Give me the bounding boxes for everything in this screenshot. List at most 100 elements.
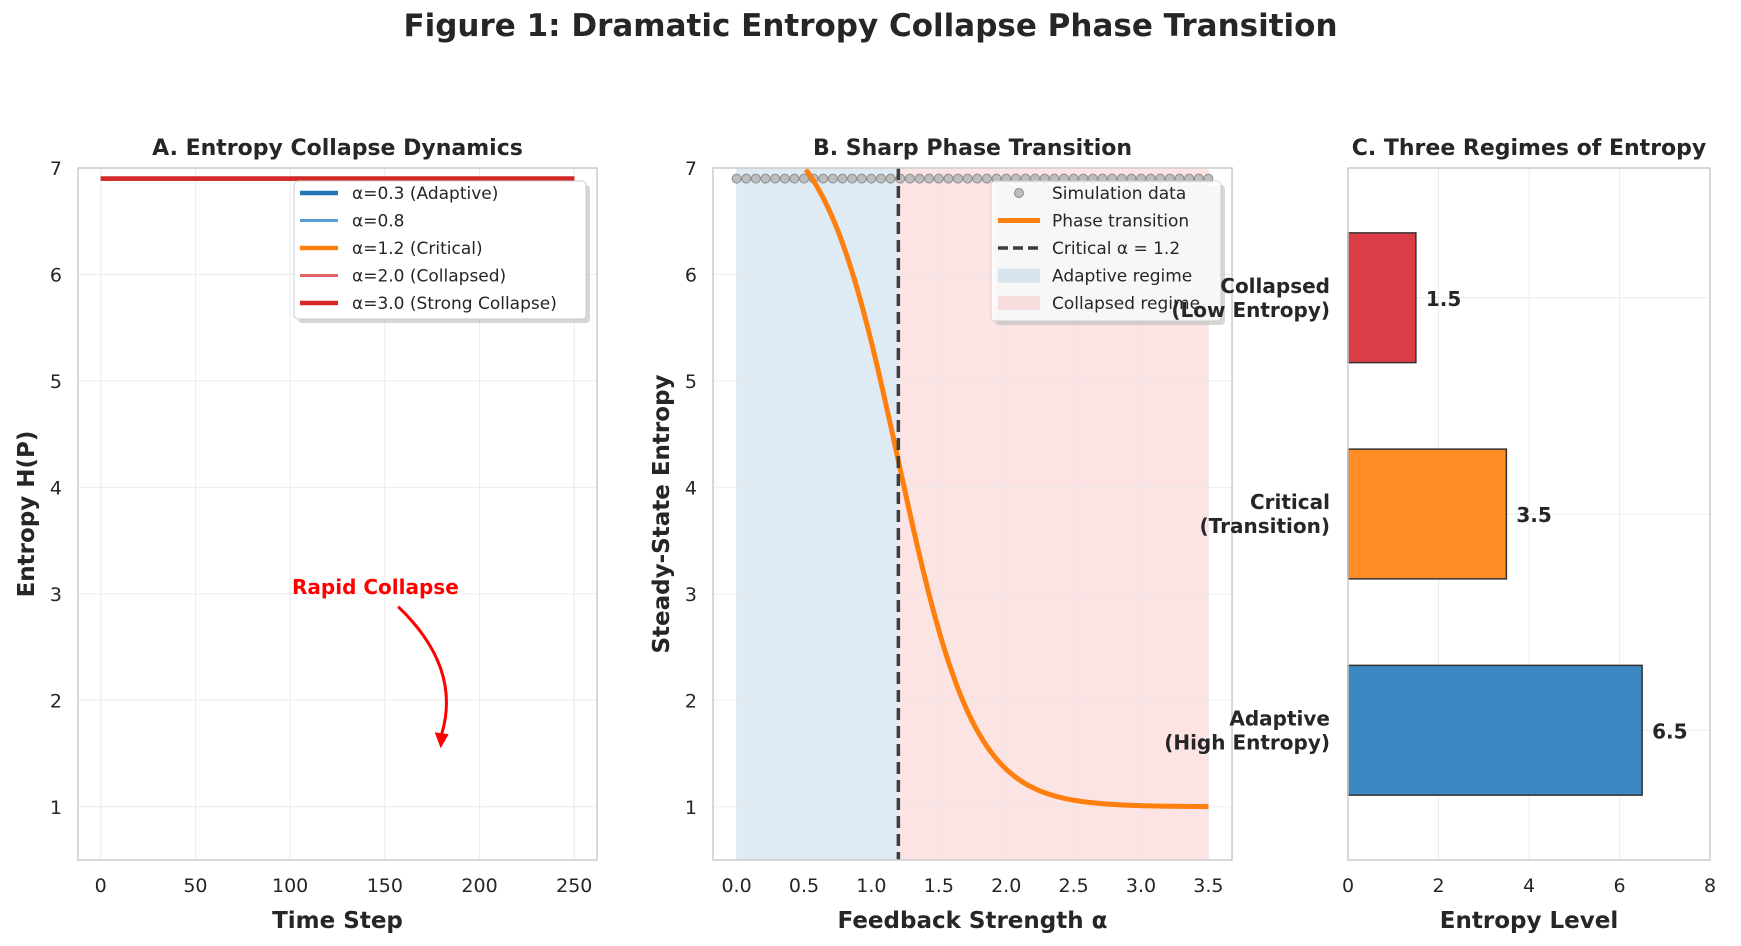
panel-b-legend-swatch [998,268,1040,283]
simulation-point [953,173,964,184]
simulation-point [856,173,867,184]
panel-b-y-tick-label: 2 [685,690,697,712]
simulation-point [731,173,742,184]
panel-b-legend-label: Adaptive regime [1052,267,1192,287]
panel-a-legend-label: α=0.3 (Adaptive) [352,184,498,204]
simulation-point [827,173,838,184]
regime-category-label: (High Entropy) [1164,730,1330,754]
panel-b-legend-label: Simulation data [1052,184,1186,204]
panel-a-legend-label: α=0.8 [352,212,405,232]
regime-bar [1347,232,1417,364]
panel-a-y-tick-label: 4 [50,477,62,499]
panel-a-x-tick-label: 0 [95,875,107,897]
simulation-point [924,173,935,184]
panel-a-entropy-dynamics: 0 50 100 150 200 250 1 2 3 4 5 6 7 A. Entropy Colla… [14,136,598,934]
simulation-point [779,173,790,184]
panel-a-legend: α=0.3 (Adaptive) α=0.8 α=1.2 (Critical) α=2… [293,180,590,323]
panel-b-legend-swatch [1014,188,1024,198]
panel-b-x-tick-label: 0.0 [721,875,751,897]
simulation-point [750,173,761,184]
panel-a-y-ticks: 1 2 3 4 5 6 7 [50,158,62,819]
simulation-point [798,173,809,184]
panel-c-bars: 6.5 3.5 1.5 [1347,232,1688,796]
panel-a-y-tick-label: 2 [50,690,62,712]
regime-bar-value-label: 6.5 [1652,719,1687,743]
regime-bar-value-label: 1.5 [1426,287,1461,311]
panel-a-y-tick-label: 1 [50,797,62,819]
panel-a-legend-label: α=3.0 (Strong Collapse) [352,294,557,314]
simulation-point [914,173,925,184]
panel-c-x-tick-label: 6 [1613,875,1625,897]
panel-b-y-tick-label: 1 [685,797,697,819]
panel-b-x-tick-label: 3.5 [1193,875,1223,897]
regime-category-label: (Transition) [1200,514,1330,538]
panel-a-frame [77,167,598,861]
panel-a-y-label: Entropy H(P) [14,431,40,598]
panel-c-x-tick-label: 4 [1523,875,1535,897]
panel-b-frame [712,167,1233,861]
panel-a-x-ticks: 0 50 100 150 200 250 [95,875,593,897]
regime-category-label: (Low Entropy) [1171,298,1330,322]
panel-b-y-ticks: 1 2 3 4 5 6 7 [685,158,697,819]
panel-c-frame [1347,167,1711,861]
panel-b-legend: Simulation data Phase transition Critical … [990,180,1225,325]
panel-b-regime-region [736,168,899,860]
simulation-point [943,173,954,184]
simulation-point [981,173,992,184]
panel-b-x-tick-label: 1.5 [924,875,954,897]
panel-b-y-tick-label: 4 [685,477,697,499]
panel-b-x-tick-label: 0.5 [789,875,819,897]
simulation-point [972,173,983,184]
panel-a-y-tick-label: 3 [50,584,62,606]
regime-category-label: Critical [1250,490,1330,514]
regime-category-label: Adaptive [1229,706,1330,730]
rapid-collapse-annotation: Rapid Collapse [292,575,459,749]
panel-c-title: C. Three Regimes of Entropy [1352,136,1707,161]
rapid-collapse-arrowhead [434,732,449,749]
panel-b-phase-transition: 0.0 0.5 1.0 1.5 2.0 2.5 3.0 3.5 1 2 3 4 5 6 7 B. Shar… [649,136,1233,934]
simulation-point [818,173,829,184]
panel-c-x-label: Entropy Level [1440,908,1618,934]
simulation-point [962,173,973,184]
panel-b-x-label: Feedback Strength α [838,908,1108,934]
panel-a-title: A. Entropy Collapse Dynamics [152,136,523,161]
panel-a-y-tick-label: 5 [50,371,62,393]
simulation-point [741,173,752,184]
simulation-point [885,173,896,184]
panel-a-x-tick-label: 200 [461,875,497,897]
panel-b-x-tick-label: 3.0 [1126,875,1156,897]
panel-b-y-label: Steady-State Entropy [649,374,675,653]
regime-bar [1347,448,1508,580]
simulation-point [847,173,858,184]
panel-b-legend-label: Collapsed regime [1052,294,1200,314]
rapid-collapse-label: Rapid Collapse [292,575,459,599]
panel-b-legend-label: Phase transition [1052,212,1189,232]
simulation-point [789,173,800,184]
simulation-point [760,173,771,184]
panel-b-x-tick-label: 2.5 [1058,875,1088,897]
panel-c-x-tick-label: 0 [1342,875,1354,897]
panel-a-x-tick-label: 50 [183,875,207,897]
panel-b-x-tick-label: 2.0 [991,875,1021,897]
panel-c-category-labels: Adaptive(High Entropy) Critical(Transitio… [1164,274,1330,755]
panel-a-y-tick-label: 6 [50,264,62,286]
rapid-collapse-arrow [397,605,448,735]
regime-category-label: Collapsed [1220,274,1330,298]
panel-b-y-tick-label: 6 [685,264,697,286]
panel-c-x-tick-label: 8 [1704,875,1716,897]
panel-c-x-ticks: 0 2 4 6 8 [1342,875,1716,897]
panel-a-legend-label: α=1.2 (Critical) [352,239,483,259]
panel-a-x-tick-label: 100 [272,875,308,897]
simulation-point [876,173,887,184]
panel-c-x-tick-label: 2 [1432,875,1444,897]
simulation-point [933,173,944,184]
panel-b-x-tick-label: 1.0 [856,875,886,897]
panel-b-title: B. Sharp Phase Transition [813,136,1132,161]
panel-b-y-tick-label: 5 [685,371,697,393]
regime-bar [1347,664,1643,796]
regime-bar-value-label: 3.5 [1516,503,1551,527]
panel-b-x-ticks: 0.0 0.5 1.0 1.5 2.0 2.5 3.0 3.5 [721,875,1223,897]
figure-title: Figure 1: Dramatic Entropy Collapse Phas… [403,8,1338,44]
panel-b-y-tick-label: 3 [685,584,697,606]
